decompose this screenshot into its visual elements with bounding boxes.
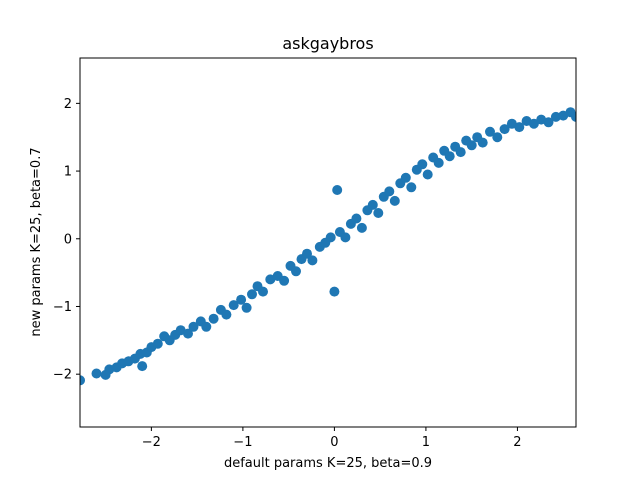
points-layer <box>80 107 576 386</box>
data-point <box>325 232 336 243</box>
x-tick-label: 2 <box>513 435 521 450</box>
data-point <box>152 338 163 349</box>
data-point <box>201 321 212 332</box>
y-tick-label: −1 <box>53 300 72 315</box>
data-point <box>307 255 318 266</box>
data-point <box>332 185 343 195</box>
x-tick-label: 0 <box>330 435 338 450</box>
data-point <box>188 321 199 332</box>
data-point <box>477 137 488 148</box>
data-point <box>373 208 384 218</box>
data-point <box>80 375 85 386</box>
plot-frame <box>79 57 577 428</box>
data-point <box>351 213 362 224</box>
data-point <box>571 111 576 122</box>
data-point <box>485 126 495 137</box>
data-point <box>356 222 367 233</box>
data-point <box>400 172 411 183</box>
data-point <box>433 157 444 168</box>
x-axis-ticks: −2 −1 0 1 2 <box>142 427 522 450</box>
chart-title: askgaybros <box>282 34 373 53</box>
data-point <box>228 300 239 311</box>
y-tick-label: 2 <box>64 97 72 112</box>
data-point <box>406 182 417 193</box>
y-tick-label: 0 <box>64 232 72 247</box>
data-point <box>91 368 102 379</box>
x-tick-label: −2 <box>142 435 161 450</box>
data-point <box>183 328 193 339</box>
data-point <box>329 286 340 297</box>
y-axis-ticks: −2 −1 0 1 2 <box>53 97 80 383</box>
data-point <box>137 361 148 372</box>
x-tick-label: −1 <box>233 435 252 450</box>
data-point <box>384 186 395 197</box>
data-point <box>492 132 503 143</box>
data-point <box>422 169 433 180</box>
data-point <box>455 147 466 158</box>
y-tick-label: −2 <box>53 368 72 383</box>
y-tick-label: 1 <box>64 165 72 180</box>
y-axis-label: new params K=25, beta=0.7 <box>29 147 44 336</box>
data-point <box>389 195 400 206</box>
data-point <box>340 232 351 243</box>
data-point <box>236 294 247 305</box>
data-point <box>528 118 539 129</box>
data-point <box>221 309 232 320</box>
x-axis-label: default params K=25, beta=0.9 <box>224 456 432 471</box>
data-point <box>444 151 455 162</box>
data-point <box>291 266 301 277</box>
data-point <box>514 122 525 133</box>
data-point <box>499 124 510 135</box>
x-tick-label: 1 <box>422 435 430 450</box>
data-point <box>258 286 268 297</box>
data-point <box>247 289 257 300</box>
data-point <box>279 275 290 286</box>
data-point <box>417 159 428 170</box>
data-point <box>466 140 477 151</box>
data-point <box>302 248 312 259</box>
data-point <box>543 117 554 128</box>
data-point <box>208 313 219 324</box>
data-point <box>241 302 252 313</box>
data-point <box>367 199 378 210</box>
